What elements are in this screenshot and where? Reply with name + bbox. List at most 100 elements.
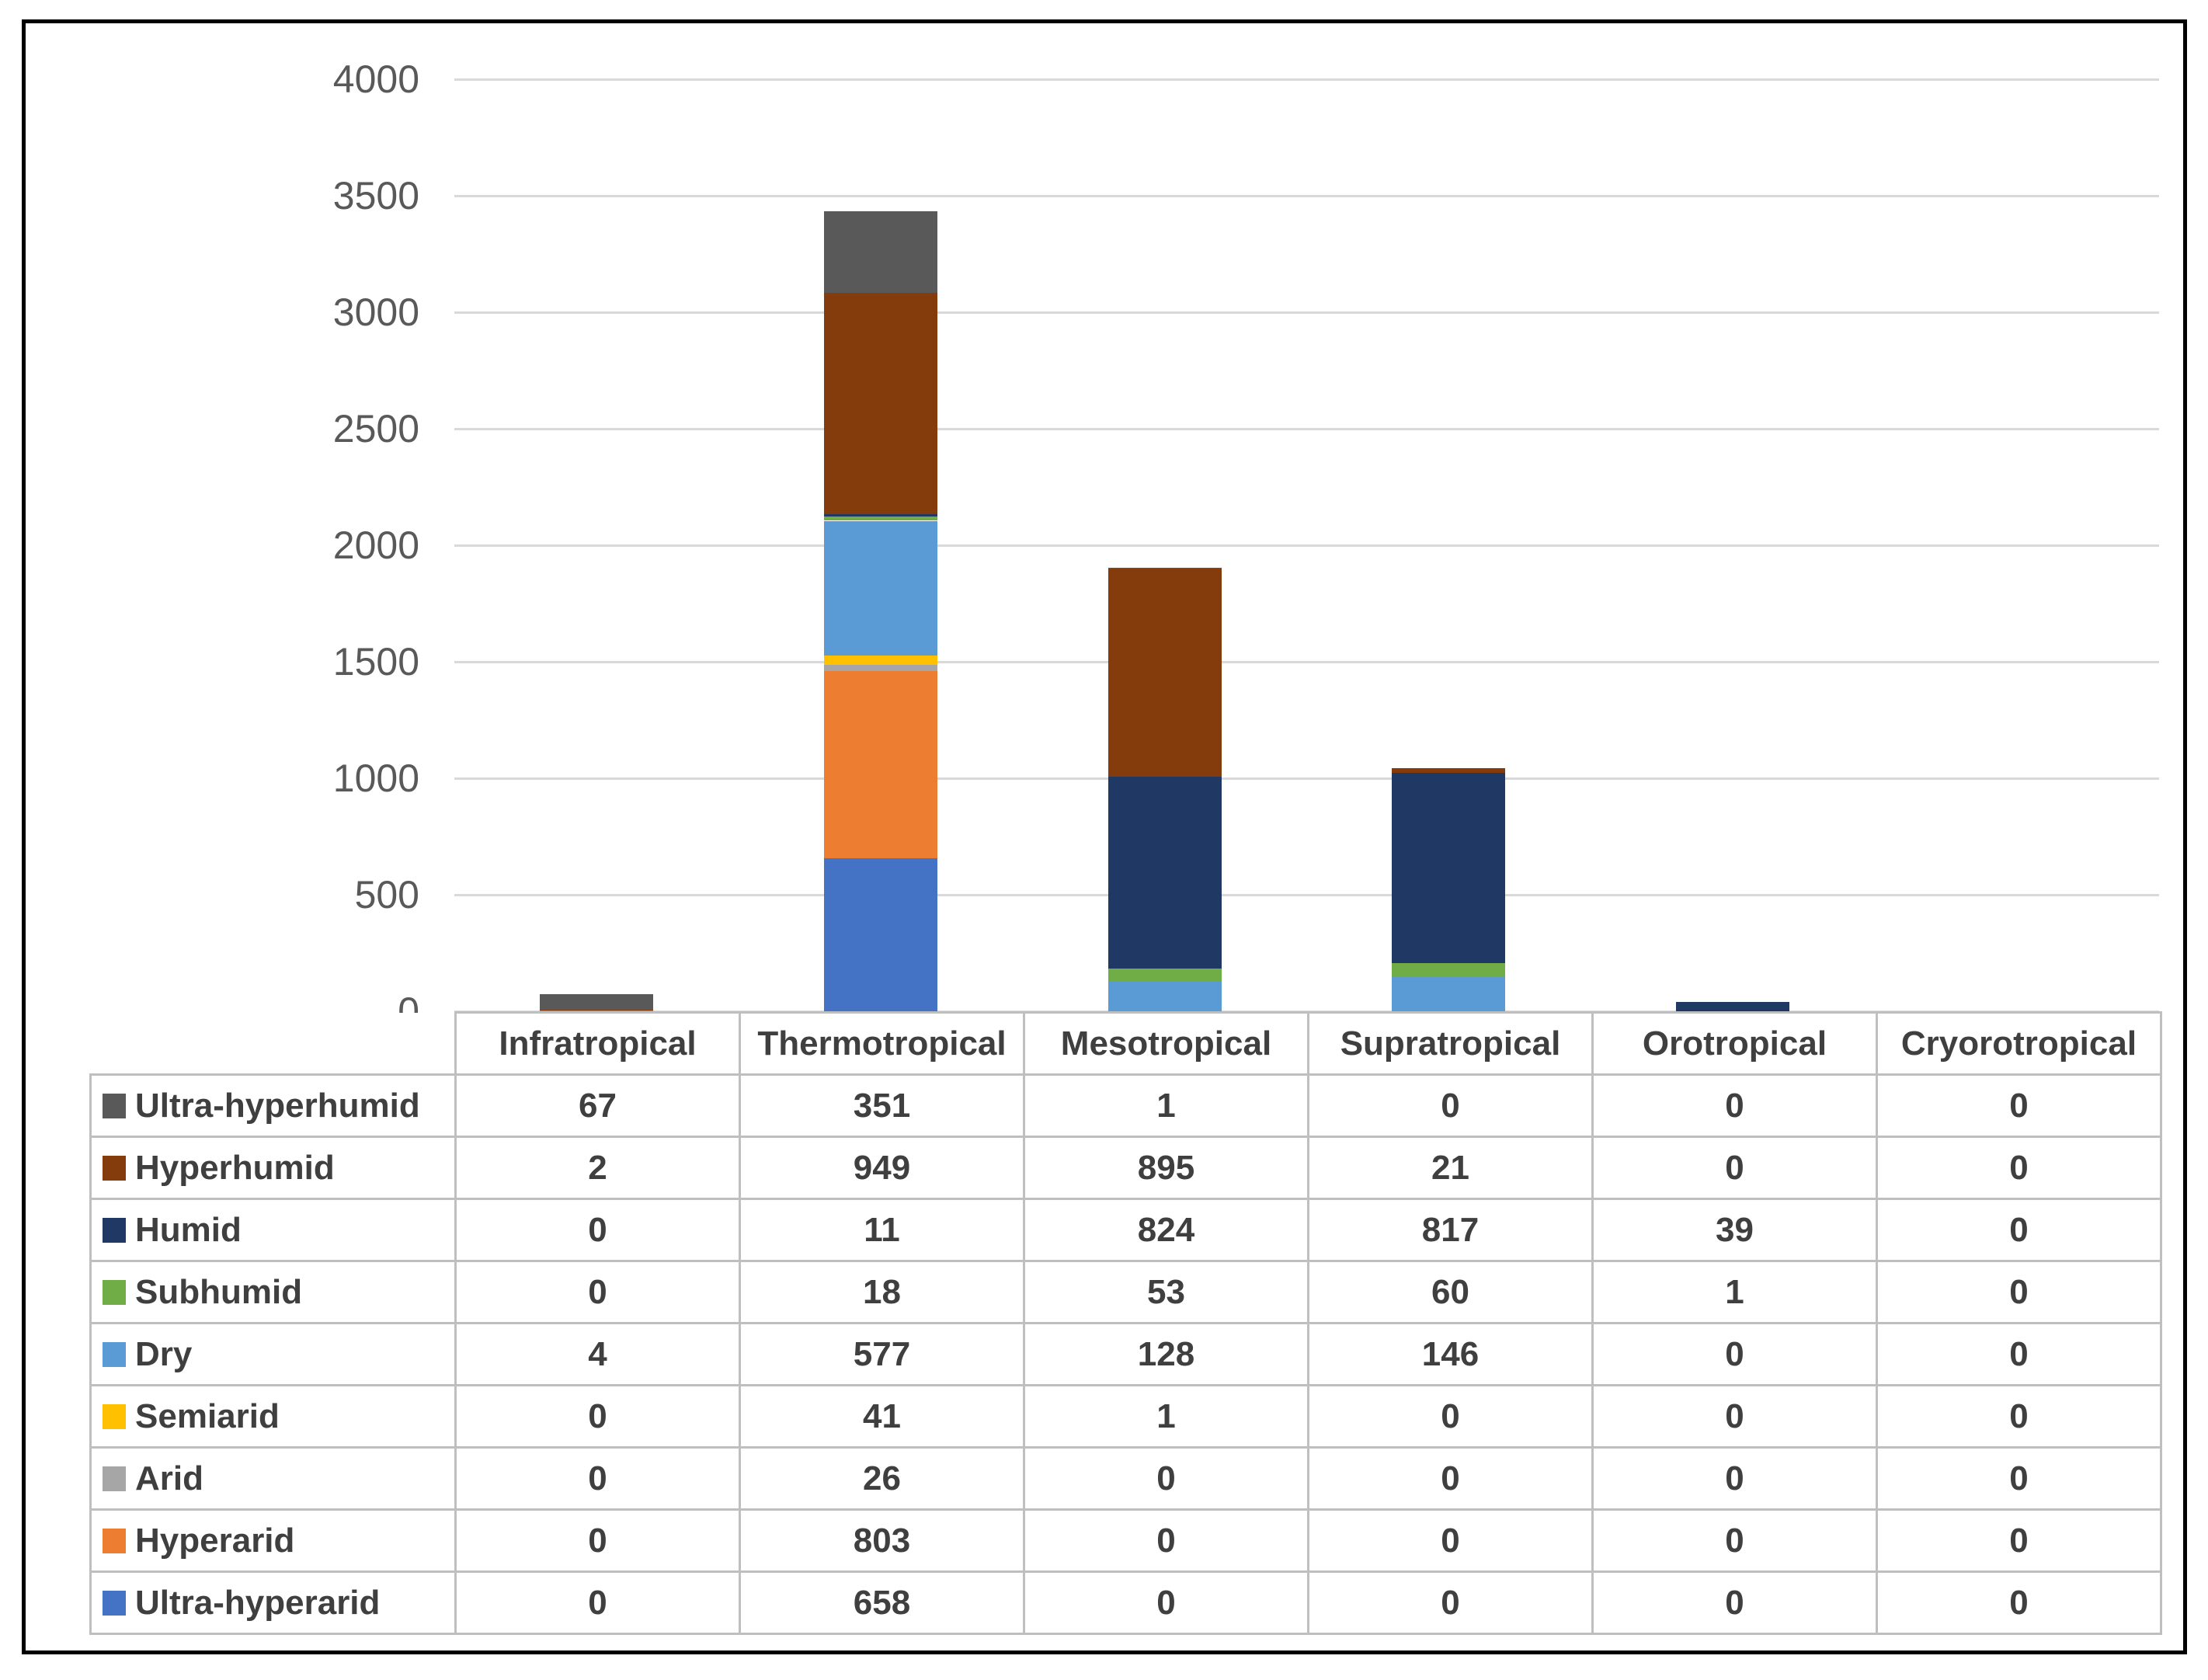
table-cell-humid-cryorotropical: 0	[1876, 1198, 2162, 1262]
row-label-cell-ultra-hyperarid: Ultra-hyperarid	[89, 1570, 457, 1635]
bar-segment-supratropical-dry	[1392, 977, 1506, 1011]
table-cell-ultra-hyperhumid-infratropical: 67	[454, 1073, 741, 1138]
row-label-cell-arid: Arid	[89, 1446, 457, 1511]
table-cell-ultra-hyperhumid-orotropical: 0	[1591, 1073, 1878, 1138]
table-row-humid: Humid 0 11 824 817 39 0	[89, 1198, 2162, 1262]
legend-swatch-ultra-hyperhumid	[103, 1093, 126, 1118]
table-cell-hyperhumid-mesotropical: 895	[1023, 1136, 1309, 1200]
row-label-cell-humid: Humid	[89, 1198, 457, 1262]
bar-segment-thermotropical-subhumid	[823, 517, 937, 521]
gridline-2500	[454, 427, 2159, 430]
table-cell-ultra-hyperhumid-cryorotropical: 0	[1876, 1073, 2162, 1138]
bar-segment-supratropical-humid	[1392, 773, 1506, 964]
legend-swatch-semiarid	[103, 1403, 126, 1429]
table-corner-cell	[90, 1012, 456, 1075]
table-cell-subhumid-supratropical: 60	[1307, 1260, 1594, 1324]
table-cell-hyperhumid-infratropical: 2	[454, 1136, 741, 1200]
table-cell-ultra-hyperhumid-thermotropical: 351	[739, 1073, 1025, 1138]
table-cell-humid-mesotropical: 824	[1023, 1198, 1309, 1262]
table-cell-hyperarid-mesotropical: 0	[1023, 1508, 1309, 1573]
legend-label-hyperarid: Hyperarid	[135, 1521, 295, 1560]
table-cell-ultra-hyperhumid-supratropical: 0	[1307, 1073, 1594, 1138]
table-cell-semiarid-supratropical: 0	[1307, 1384, 1594, 1449]
table-cell-semiarid-infratropical: 0	[454, 1384, 741, 1449]
table-cell-hyperarid-supratropical: 0	[1307, 1508, 1594, 1573]
table-cell-dry-infratropical: 4	[454, 1322, 741, 1386]
bar-segment-thermotropical-dry	[823, 520, 937, 656]
table-cell-semiarid-orotropical: 0	[1591, 1384, 1878, 1449]
bar-segment-mesotropical-hyperhumid	[1107, 568, 1222, 777]
legend-label-hyperhumid: Hyperhumid	[135, 1148, 335, 1187]
row-label-wrap: Hyperarid	[93, 1521, 454, 1560]
legend-label-dry: Dry	[135, 1334, 193, 1373]
table-cell-dry-orotropical: 0	[1591, 1322, 1878, 1386]
gridline-500	[454, 893, 2159, 896]
y-axis-label-3500: 3500	[332, 174, 419, 217]
y-axis-label-3000: 3000	[332, 290, 419, 334]
row-label-wrap: Ultra-hyperhumid	[93, 1086, 454, 1125]
table-cell-arid-orotropical: 0	[1591, 1446, 1878, 1511]
row-label-cell-ultra-hyperhumid: Ultra-hyperhumid	[89, 1073, 457, 1138]
table-cell-subhumid-mesotropical: 53	[1023, 1260, 1309, 1324]
table-cell-hyperarid-thermotropical: 803	[739, 1508, 1025, 1573]
bar-segment-supratropical-hyperhumid	[1392, 767, 1506, 774]
table-cell-hyperarid-orotropical: 0	[1591, 1508, 1878, 1573]
bar-segment-thermotropical-humid	[823, 513, 937, 517]
gridline-1000	[454, 777, 2159, 780]
bar-segment-thermotropical-semiarid	[823, 655, 937, 665]
table-cell-arid-thermotropical: 26	[739, 1446, 1025, 1511]
bar-segment-mesotropical-subhumid	[1107, 969, 1222, 982]
legend-swatch-arid	[103, 1466, 126, 1491]
table-cell-subhumid-thermotropical: 18	[739, 1260, 1025, 1324]
gridline-0	[454, 1010, 2159, 1013]
bar-segment-mesotropical-humid	[1107, 777, 1222, 969]
legend-swatch-hyperarid	[103, 1528, 126, 1553]
table-cell-arid-cryorotropical: 0	[1876, 1446, 2162, 1511]
table-cell-humid-infratropical: 0	[454, 1198, 741, 1262]
row-label-cell-hyperhumid: Hyperhumid	[89, 1136, 457, 1200]
legend-label-ultra-hyperhumid: Ultra-hyperhumid	[135, 1086, 420, 1125]
bar-segment-supratropical-subhumid	[1392, 963, 1506, 978]
bar-segment-infratropical-dry	[539, 1010, 653, 1011]
table-cell-hyperhumid-orotropical: 0	[1591, 1136, 1878, 1200]
legend-swatch-humid	[103, 1217, 126, 1243]
bar-segment-thermotropical-ultra-hyperhumid	[823, 210, 937, 294]
column-header-cryorotropical: Cryorotropical	[1876, 1011, 2162, 1076]
legend-label-arid: Arid	[135, 1459, 203, 1497]
table-cell-arid-mesotropical: 0	[1023, 1446, 1309, 1511]
y-axis-label-2500: 2500	[332, 407, 419, 450]
table-cell-arid-supratropical: 0	[1307, 1446, 1594, 1511]
table-cell-semiarid-mesotropical: 1	[1023, 1384, 1309, 1449]
bar-segment-thermotropical-hyperhumid	[823, 293, 937, 514]
legend-label-subhumid: Subhumid	[135, 1272, 303, 1311]
legend-label-humid: Humid	[135, 1210, 242, 1249]
row-label-cell-hyperarid: Hyperarid	[89, 1508, 457, 1573]
bar-segment-orotropical-humid	[1676, 1002, 1790, 1011]
table-cell-humid-orotropical: 39	[1591, 1198, 1878, 1262]
row-label-wrap: Subhumid	[93, 1272, 454, 1312]
bar-segment-thermotropical-ultra-hyperarid	[823, 857, 937, 1011]
gridline-2000	[454, 544, 2159, 547]
table-cell-dry-mesotropical: 128	[1023, 1322, 1309, 1386]
table-row-dry: Dry 4 577 128 146 0 0	[89, 1322, 2162, 1386]
table-cell-hyperhumid-cryorotropical: 0	[1876, 1136, 2162, 1200]
row-label-wrap: Humid	[93, 1210, 454, 1250]
row-label-wrap: Semiarid	[93, 1397, 454, 1436]
legend-label-semiarid: Semiarid	[135, 1397, 280, 1435]
column-header-infratropical: Infratropical	[454, 1011, 741, 1076]
table-cell-dry-supratropical: 146	[1307, 1322, 1594, 1386]
column-header-supratropical: Supratropical	[1307, 1011, 1594, 1076]
table-cell-subhumid-infratropical: 0	[454, 1260, 741, 1324]
table-cell-dry-thermotropical: 577	[739, 1322, 1025, 1386]
chart-data-table: Infratropical Thermotropical Mesotropical S…	[89, 1011, 2162, 1635]
row-label-cell-dry: Dry	[89, 1322, 457, 1386]
table-row-subhumid: Subhumid 0 18 53 60 1 0	[89, 1260, 2162, 1324]
bar-segment-thermotropical-hyperarid	[823, 670, 937, 858]
y-axis-label-500: 500	[354, 873, 419, 917]
table-row-ultra-hyperarid: Ultra-hyperarid 0 658 0 0 0 0	[89, 1570, 2162, 1635]
table-cell-ultra-hyperhumid-mesotropical: 1	[1023, 1073, 1309, 1138]
row-label-wrap: Dry	[93, 1334, 454, 1374]
table-header-row: Infratropical Thermotropical Mesotropical S…	[90, 1011, 2162, 1076]
